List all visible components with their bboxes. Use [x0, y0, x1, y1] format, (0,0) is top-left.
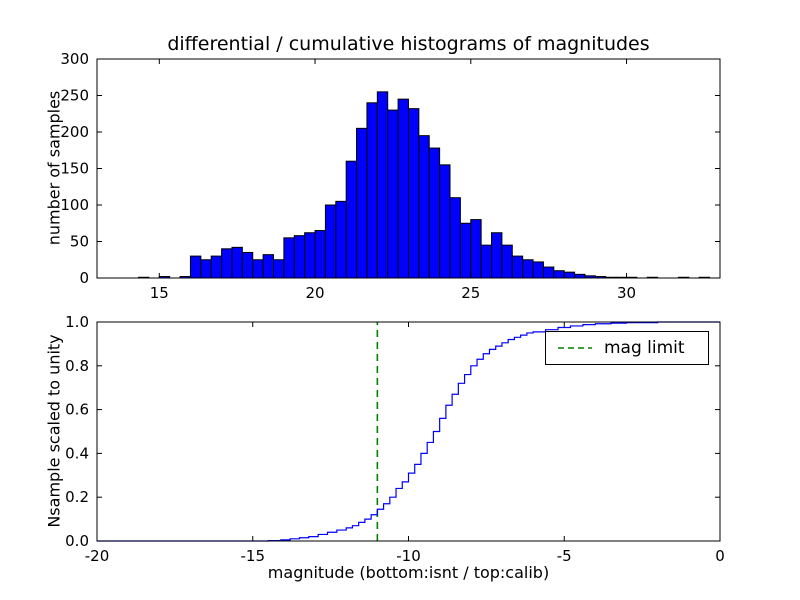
histogram-bar	[418, 135, 430, 279]
histogram-bar	[345, 160, 358, 279]
bottom-plot-y-tick-label: 1.0	[65, 313, 89, 331]
bottom-plot-x-tick-label: -20	[85, 547, 110, 565]
bottom-plot-x-tick-label: -15	[241, 547, 266, 565]
histogram-bar	[491, 232, 503, 279]
histogram-bar	[221, 248, 233, 279]
histogram-bar	[522, 259, 534, 279]
legend-dashed-line-sample	[558, 347, 592, 349]
histogram-bar	[407, 108, 420, 279]
histogram-bar	[532, 261, 544, 279]
histogram-bar	[273, 259, 285, 279]
histogram-bar	[304, 232, 316, 279]
histogram-bar	[241, 251, 254, 279]
histogram-bar	[428, 147, 441, 279]
top-plot-y-tick-label: 150	[60, 160, 89, 178]
top-y-axis-label: number of samples	[44, 90, 64, 246]
histogram-bar	[470, 219, 482, 279]
bottom-plot-y-tick-label: 0.8	[65, 357, 89, 375]
bottom-plot-y-tick-label: 0.2	[65, 488, 89, 506]
bottom-y-axis-label: Nsample scaled to unity	[44, 334, 64, 528]
bottom-plot-x-tick-label: 0	[715, 547, 725, 565]
bottom-plot-y-tick-label: 0.6	[65, 401, 89, 419]
bottom-x-axis-label: magnitude (bottom:isnt / top:calib)	[267, 563, 550, 582]
top-plot-y-tick-label: 0	[79, 269, 89, 287]
histogram-bar	[376, 91, 389, 279]
histogram-bar	[262, 254, 274, 279]
histogram-bar	[324, 204, 337, 279]
histogram-bar	[387, 109, 399, 279]
bottom-plot-y-tick-label: 0.0	[65, 532, 89, 550]
histogram-bar	[449, 197, 461, 279]
bottom-plot-y-tick-label: 0.4	[65, 444, 89, 462]
chart-title: differential / cumulative histograms of …	[167, 33, 650, 55]
bottom-plot-x-tick-label: -10	[396, 547, 421, 565]
histogram-bar	[210, 255, 223, 279]
histogram-bar	[459, 222, 472, 279]
histogram-bar	[511, 255, 524, 279]
histogram-bar	[501, 244, 513, 279]
top-plot-x-tick-label: 15	[150, 284, 169, 302]
histogram-bar	[283, 237, 295, 279]
histogram-bar	[314, 230, 326, 279]
histogram-bar	[356, 127, 368, 279]
top-plot-y-tick-label: 100	[60, 196, 89, 214]
legend-box: mag limit	[545, 331, 709, 365]
histogram-bar	[439, 164, 451, 279]
top-plot-x-tick-label: 20	[306, 284, 325, 302]
histogram-bar	[231, 246, 243, 279]
legend-label: mag limit	[604, 338, 685, 358]
histogram-bar	[366, 102, 378, 279]
histogram-bar	[293, 235, 306, 279]
top-plot-y-tick-label: 50	[70, 233, 89, 251]
histogram-bar	[574, 273, 586, 279]
top-plot-x-tick-label: 25	[461, 284, 480, 302]
histogram-bar	[200, 259, 212, 279]
top-plot-y-tick-label: 250	[60, 87, 89, 105]
top-plot-y-tick-label: 200	[60, 123, 89, 141]
histogram-bar	[563, 271, 576, 279]
histogram-bar	[189, 255, 202, 279]
histogram-bar	[335, 200, 347, 279]
top-plot-x-tick-label: 30	[617, 284, 636, 302]
top-plot-y-tick-label: 300	[60, 50, 89, 68]
histogram-bar	[252, 259, 264, 279]
histogram-bar	[553, 270, 565, 279]
histogram-bar	[542, 266, 555, 279]
histogram-bar	[397, 98, 409, 279]
bottom-plot-x-tick-label: -5	[557, 547, 572, 565]
histogram-bar	[480, 244, 493, 279]
